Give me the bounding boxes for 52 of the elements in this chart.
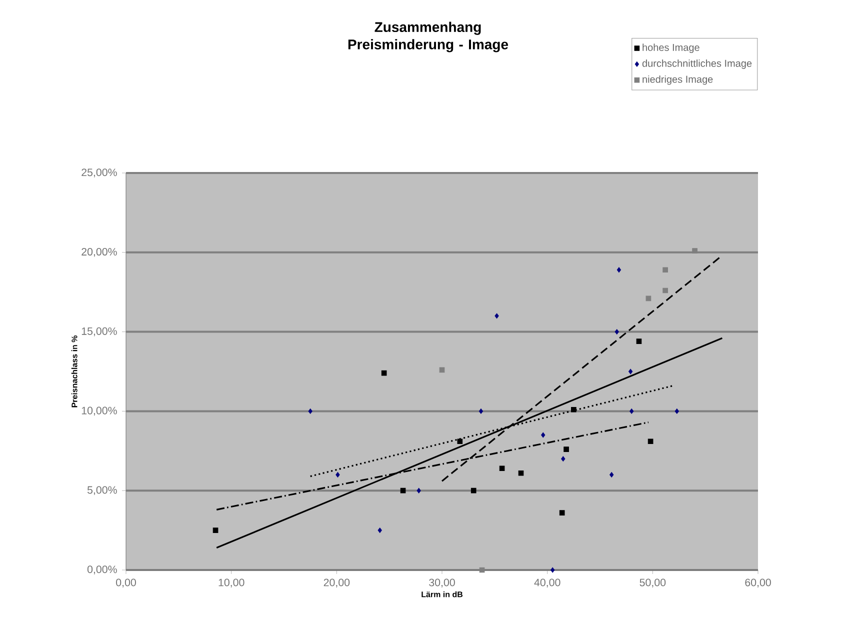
point — [541, 432, 546, 438]
point — [662, 288, 668, 294]
point — [336, 472, 340, 478]
point — [636, 338, 642, 344]
x-tick-label: 60,00 — [745, 578, 771, 588]
y-axis-title: Preisnachlass in % — [71, 335, 78, 408]
y-tick-label: 25,00% — [82, 168, 117, 178]
point — [628, 368, 633, 374]
x-tick-label: 30,00 — [429, 578, 455, 588]
point — [212, 528, 218, 533]
point — [308, 408, 312, 414]
legend-label: hohes Image — [642, 44, 700, 53]
point — [499, 466, 505, 472]
point — [564, 446, 569, 452]
point — [648, 438, 654, 444]
x-tick-label: 40,00 — [534, 578, 560, 588]
point — [400, 488, 406, 494]
point — [559, 510, 565, 516]
point — [610, 472, 614, 478]
point — [692, 248, 698, 254]
point — [550, 567, 555, 573]
x-tick-label: 0,00 — [116, 578, 136, 588]
point — [662, 267, 668, 273]
point — [378, 528, 382, 533]
point — [439, 367, 445, 373]
x-tick-label: 10,00 — [218, 578, 244, 588]
y-tick-label: 20,00% — [82, 248, 117, 257]
x-tick-label: 50,00 — [640, 578, 666, 588]
point — [630, 408, 634, 414]
point — [478, 408, 484, 414]
y-tick-label: 5,00% — [87, 486, 117, 495]
x-axis-title: Lärm in dB — [422, 591, 463, 598]
chart-title: Zusammenhang Preisminderung - Image — [348, 22, 508, 52]
y-tick-label: 10,00% — [82, 406, 117, 416]
point — [518, 470, 524, 476]
x-tick-label: 20,00 — [324, 578, 350, 588]
point — [494, 313, 499, 319]
point — [571, 406, 576, 412]
y-tick-label: 0,00% — [87, 566, 117, 574]
point — [416, 488, 421, 494]
point — [479, 567, 485, 573]
point — [614, 329, 619, 334]
legend-label: durchschnittliches Image — [642, 60, 752, 69]
point — [470, 488, 476, 494]
point — [381, 370, 387, 376]
point — [457, 438, 463, 444]
point — [561, 456, 566, 462]
point — [616, 267, 622, 273]
legend-label: niedriges Image — [642, 75, 713, 85]
point — [646, 296, 652, 302]
point — [674, 408, 679, 414]
y-tick-label: 15,00% — [82, 327, 117, 336]
